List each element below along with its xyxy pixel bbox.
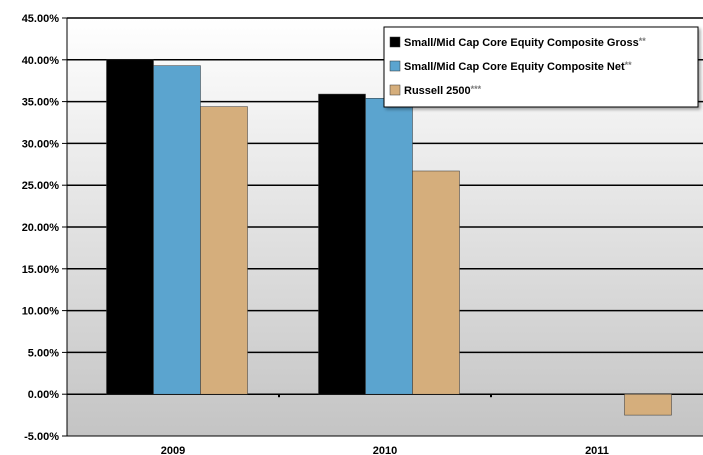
y-tick-label: 45.00% bbox=[22, 13, 60, 25]
y-tick-label: 35.00% bbox=[22, 97, 60, 109]
legend-item: Small/Mid Cap Core Equity Composite Net*… bbox=[404, 60, 632, 73]
legend-item-name: Small/Mid Cap Core Equity Composite Net bbox=[404, 61, 625, 73]
legend-swatch bbox=[389, 36, 401, 48]
bar-2009-series-1 bbox=[106, 59, 154, 395]
legend-item: Russell 2500*** bbox=[404, 84, 482, 97]
legend-item: Small/Mid Cap Core Equity Composite Gros… bbox=[404, 36, 646, 49]
y-tick-label: 10.00% bbox=[22, 306, 60, 318]
y-tick-label: 15.00% bbox=[22, 264, 60, 276]
y-tick-label: 5.00% bbox=[28, 347, 59, 359]
legend-swatch bbox=[389, 84, 401, 96]
bar-2009-series-3 bbox=[200, 106, 248, 395]
bar-2011-series-3 bbox=[624, 393, 672, 416]
bar-2010-series-3 bbox=[412, 170, 460, 395]
x-axis-ticks: 2009 2010 2011 bbox=[161, 445, 609, 455]
y-tick-label: 20.00% bbox=[22, 222, 60, 234]
legend-item-suffix: ** bbox=[625, 60, 633, 70]
y-tick-label: 25.00% bbox=[22, 180, 60, 192]
legend-item-name: Russell 2500 bbox=[404, 85, 471, 97]
legend-swatch bbox=[389, 60, 401, 72]
y-tick-label: 40.00% bbox=[22, 55, 60, 67]
x-tick-label: 2009 bbox=[161, 445, 185, 455]
x-tick-label: 2010 bbox=[373, 445, 397, 455]
legend-item-suffix: ** bbox=[639, 36, 647, 46]
legend-item-suffix: *** bbox=[471, 84, 482, 94]
y-tick-label: -5.00% bbox=[24, 431, 59, 443]
bars bbox=[106, 59, 672, 416]
y-tick-label: 0.00% bbox=[28, 389, 59, 401]
legend: Small/Mid Cap Core Equity Composite Gros… bbox=[383, 26, 699, 108]
bar-2009-series-2 bbox=[153, 65, 201, 395]
legend-box bbox=[383, 26, 699, 108]
bar-2010-series-1 bbox=[318, 93, 366, 395]
x-tick-label: 2011 bbox=[585, 445, 609, 455]
bar-2010-series-2 bbox=[365, 98, 413, 395]
y-axis-ticks: -5.00% 0.00% 5.00% 10.00% 15.00% 20.00% 25.00%… bbox=[22, 13, 67, 443]
y-tick-label: 30.00% bbox=[22, 138, 60, 150]
legend-item-name: Small/Mid Cap Core Equity Composite Gros… bbox=[404, 37, 639, 49]
